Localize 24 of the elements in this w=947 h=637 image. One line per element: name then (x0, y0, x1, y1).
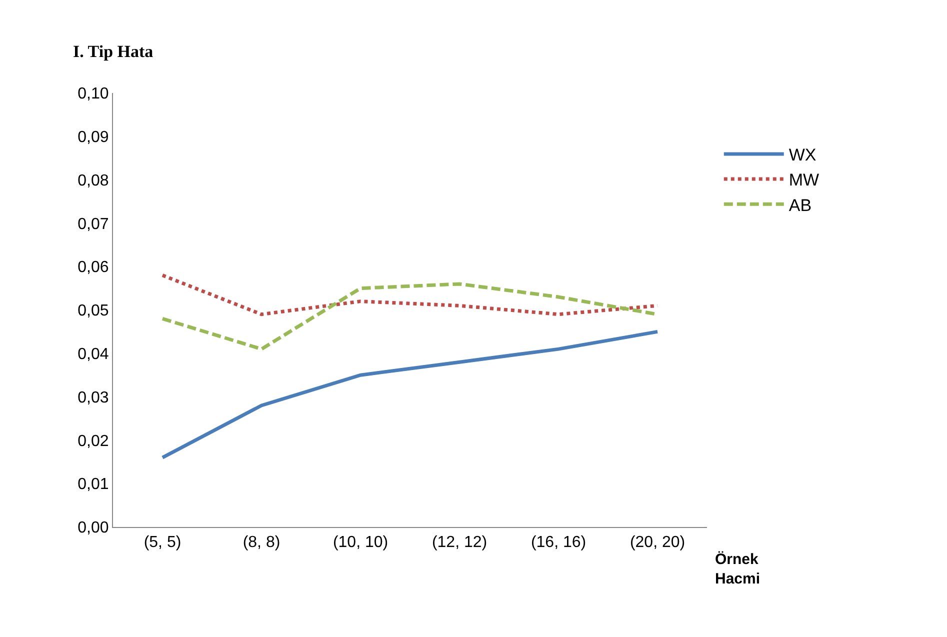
legend-label: AB (788, 196, 812, 215)
line-series (160, 274, 660, 316)
x-tick-label: (10, 10) (332, 534, 388, 552)
y-tick-label: 0,06 (78, 259, 109, 276)
y-tick-label: 0,05 (78, 302, 109, 320)
y-tick-label: 0,01 (78, 476, 109, 494)
x-tick-label: (16, 16) (530, 534, 586, 552)
line-series (160, 330, 660, 460)
legend-label: MW (788, 170, 820, 190)
x-tick-label: (8, 8) (242, 534, 280, 552)
y-tick-label: 0,09 (78, 129, 109, 146)
x-axis-title: Örnek Hacmi (715, 551, 760, 588)
y-tick-label: 0,04 (78, 346, 109, 363)
x-tick-label: (5, 5) (144, 534, 182, 552)
y-tick-label: 0,00 (78, 520, 109, 537)
x-tick-label: (12, 12) (432, 534, 488, 552)
legend-label: WX (788, 146, 816, 165)
y-axis-title: I. Tip Hata (73, 42, 154, 61)
y-tick-label: 0,10 (78, 86, 109, 103)
y-tick-label: 0,03 (78, 389, 109, 406)
x-tick-label: (20, 20) (630, 534, 686, 552)
y-tick-label: 0,02 (78, 432, 109, 450)
y-tick-label: 0,08 (78, 172, 109, 190)
y-tick-label: 0,07 (78, 216, 109, 233)
